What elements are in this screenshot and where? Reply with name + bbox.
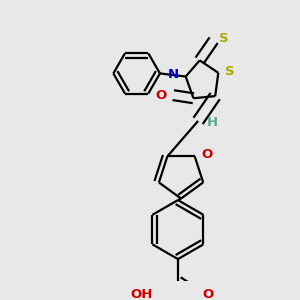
Text: H: H [207, 116, 218, 129]
Text: O: O [202, 148, 213, 161]
Text: O: O [203, 288, 214, 300]
Text: S: S [219, 32, 229, 45]
Text: S: S [225, 65, 235, 78]
Text: OH: OH [131, 288, 153, 300]
Text: N: N [168, 68, 179, 82]
Text: O: O [156, 89, 167, 102]
